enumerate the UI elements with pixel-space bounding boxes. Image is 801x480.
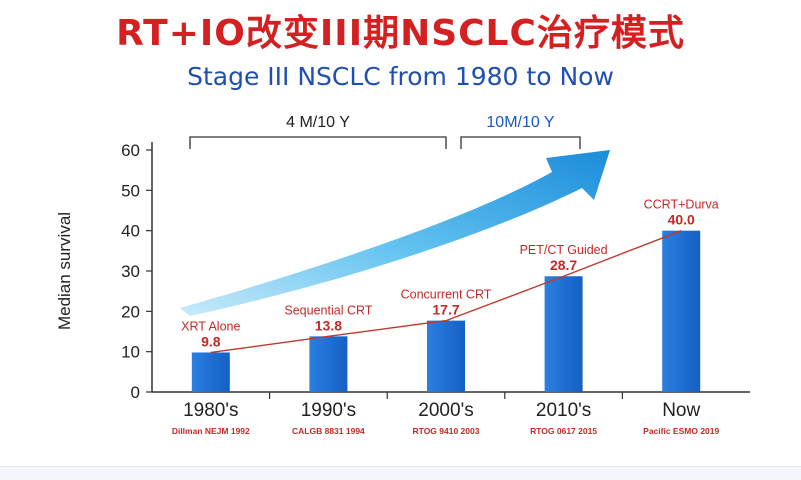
bracket-line	[460, 136, 581, 149]
chart-brackets: 4 M/10 Y 10M/10 Y	[189, 114, 581, 149]
footer-band	[0, 466, 801, 480]
page-title: RT+IO改变III期NSCLC治疗模式	[116, 13, 685, 54]
trend-line	[210, 230, 682, 354]
y-tick-label: 60	[121, 141, 140, 160]
y-axis-title: Median survival	[55, 212, 74, 330]
y-tick-label: 10	[121, 343, 140, 362]
chart-bars	[191, 230, 701, 392]
bar	[191, 352, 230, 392]
bar-value-label: 17.7	[432, 302, 459, 318]
bar-value-label: 13.8	[315, 317, 342, 333]
y-tick-label: 30	[121, 262, 140, 281]
bar-name-label: Concurrent CRT	[401, 288, 492, 302]
y-tick-label: 0	[131, 383, 140, 402]
x-tick-label: Now	[662, 400, 700, 421]
bar	[427, 320, 465, 392]
bar-name-label: CCRT+Durva	[644, 198, 719, 212]
bar-name-label: XRT Alone	[181, 319, 240, 333]
bar-value-label: 9.8	[201, 333, 221, 349]
bracket-label: 4 M/10 Y	[286, 114, 350, 131]
y-tick-label: 20	[121, 302, 140, 321]
bar-value-label: 28.7	[550, 257, 577, 273]
reference-label: RTOG 9410 2003	[413, 426, 480, 436]
bracket-line	[189, 136, 447, 149]
bar-value-label: 40.0	[668, 212, 695, 228]
bar	[544, 276, 583, 392]
chart-axes: 0 10 20 30 40 50 60 Median survival 1980's Dillma…	[55, 141, 750, 436]
trend-line-group	[210, 230, 682, 354]
bar-name-label: Sequential CRT	[284, 303, 372, 317]
reference-label: CALGB 8831 1994	[292, 426, 365, 436]
y-tick-label: 40	[121, 222, 140, 241]
bar-name-label: PET/CT Guided	[520, 243, 608, 257]
reference-label: RTOG 0617 2015	[530, 426, 597, 436]
x-tick-label: 2010's	[536, 400, 591, 421]
bracket-label: 10M/10 Y	[486, 114, 555, 131]
reference-label: Pacific ESMO 2019	[643, 426, 719, 436]
bar	[662, 230, 701, 392]
page-subtitle: Stage III NSCLC from 1980 to Now	[187, 62, 614, 91]
bar	[309, 336, 348, 392]
reference-label: Dillman NEJM 1992	[172, 426, 250, 436]
x-tick-label: 1980's	[183, 400, 238, 421]
y-tick-label: 50	[121, 181, 140, 200]
x-tick-label: 2000's	[418, 400, 473, 421]
x-tick-label: 1990's	[301, 400, 356, 421]
growth-arrow-icon	[180, 150, 610, 316]
